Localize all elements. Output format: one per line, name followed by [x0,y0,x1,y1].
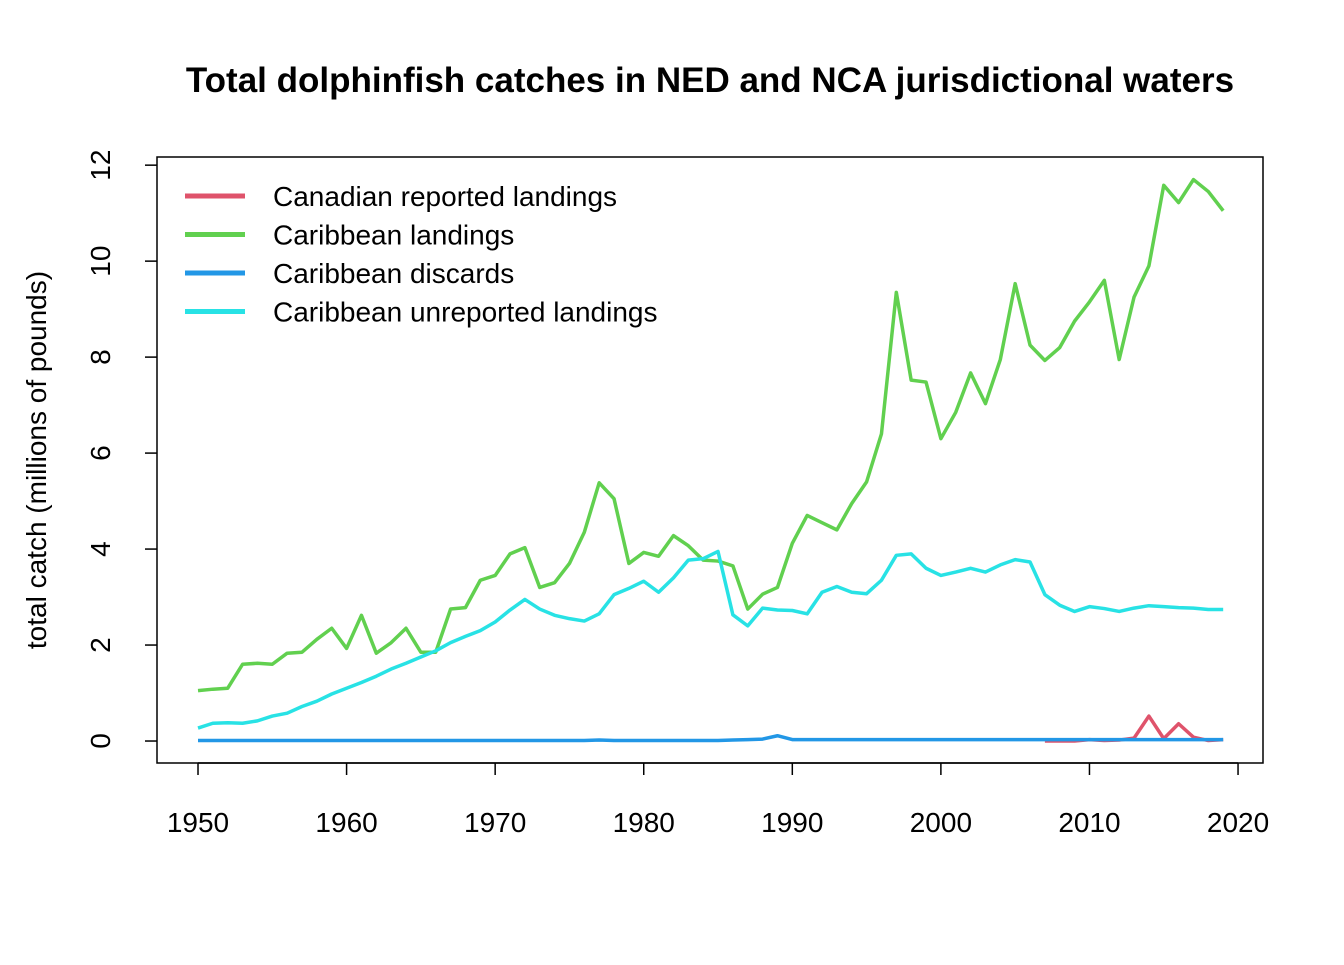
chart-title: Total dolphinfish catches in NED and NCA… [186,61,1234,100]
legend-label: Caribbean discards [273,258,514,289]
y-tick-label: 6 [85,445,116,461]
x-tick-label: 1980 [613,807,675,838]
x-tick-label: 2000 [910,807,972,838]
series-line [197,549,1224,730]
x-tick-label: 1950 [167,807,229,838]
series-line [197,177,1225,693]
y-tick-label: 0 [85,733,116,749]
y-tick-label: 12 [85,150,116,181]
x-tick-label: 1960 [315,807,377,838]
y-tick-label: 10 [85,246,116,277]
x-tick-label: 1970 [464,807,526,838]
x-tick-label: 1990 [761,807,823,838]
legend-label: Caribbean landings [273,220,514,251]
x-tick-label: 2010 [1058,807,1120,838]
legend-label: Caribbean unreported landings [273,297,658,328]
series-line [198,733,1224,743]
x-tick-label: 2020 [1207,807,1269,838]
series-line [1044,714,1224,743]
y-tick-label: 2 [85,637,116,653]
y-axis-label: total catch (millions of pounds) [21,271,52,649]
legend-label: Canadian reported landings [273,181,617,212]
y-tick-label: 4 [85,541,116,557]
y-tick-label: 8 [85,349,116,365]
